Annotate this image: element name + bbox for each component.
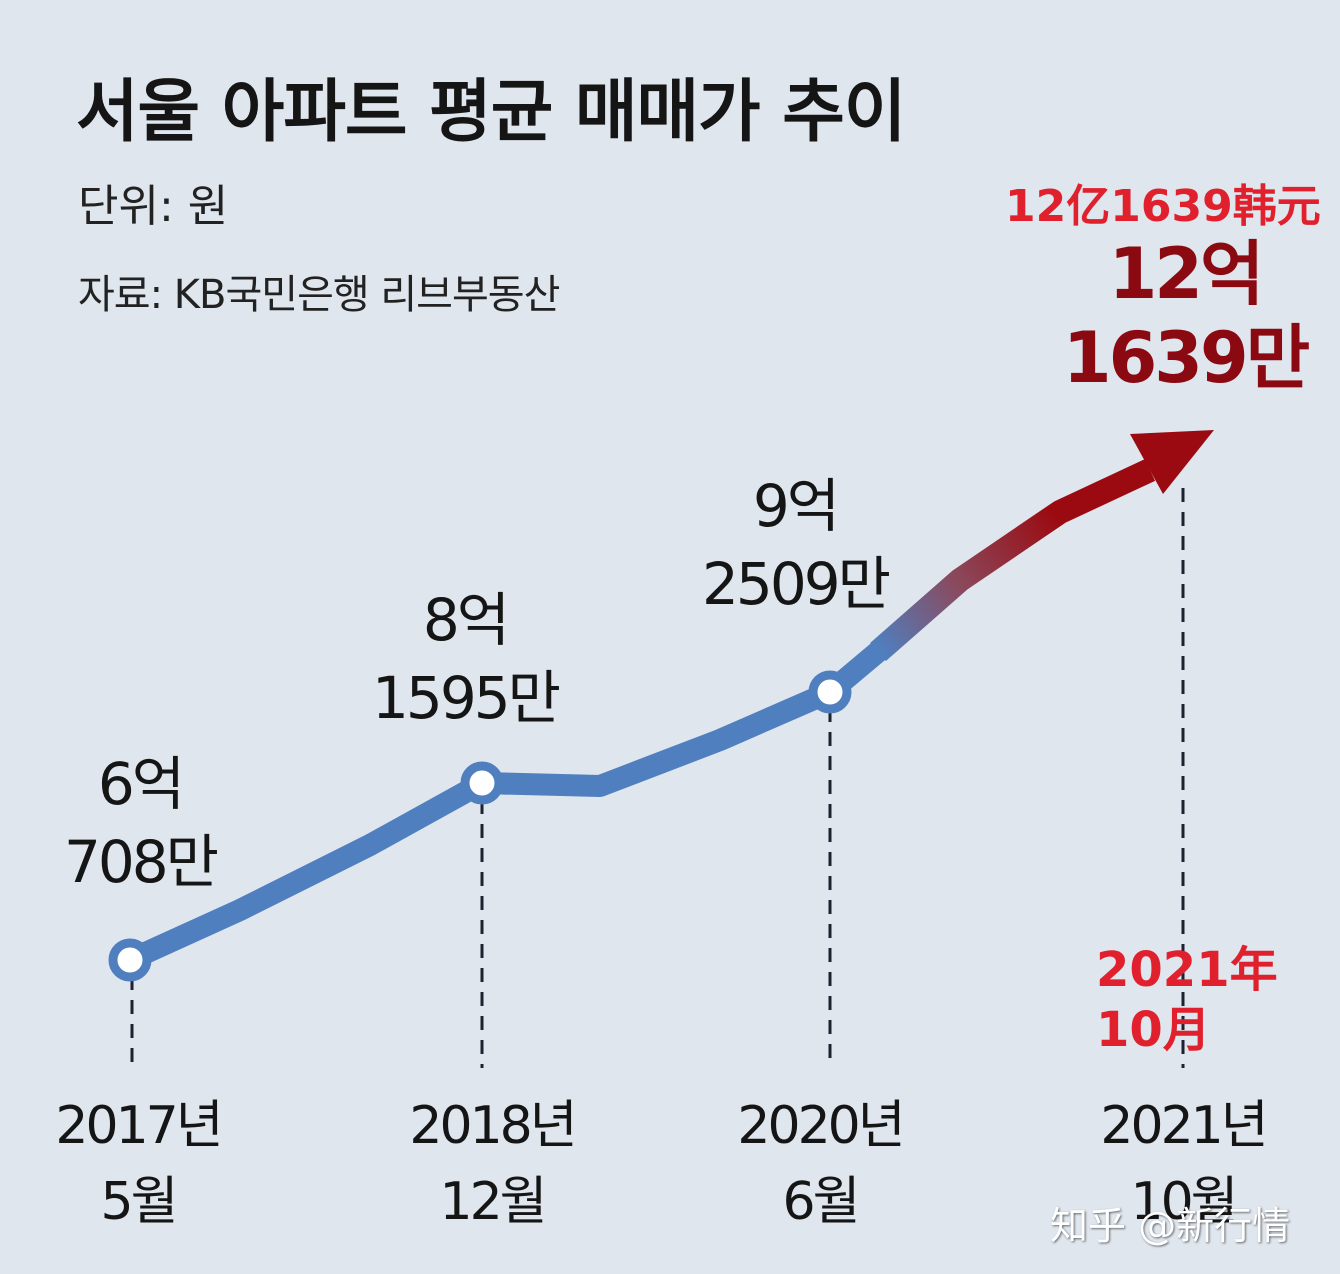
arrow-head-icon: [1130, 430, 1214, 494]
guide-lines: [130, 488, 1185, 1068]
marker-2017: [108, 938, 152, 982]
x-label-month: 10월: [1130, 1172, 1238, 1232]
data-label-top: 9억: [752, 472, 840, 540]
data-label-bottom: 2509만: [702, 550, 891, 618]
data-label-top: 12억: [1108, 233, 1265, 315]
unit-label: 단위: 원: [78, 181, 229, 232]
x-label-month: 5월: [100, 1172, 179, 1232]
data-label-2018: 8억 1595만: [350, 588, 580, 730]
x-label-month: 6월: [782, 1172, 861, 1232]
data-label-top: 8억: [422, 586, 510, 654]
x-label-month: 12월: [439, 1172, 547, 1232]
marker-2020: [808, 670, 852, 714]
data-label-bottom: 1639만: [1062, 317, 1310, 399]
source-label: 자료: KB국민은행 리브부동산: [78, 272, 560, 318]
data-label-2020: 9억 2509만: [680, 474, 910, 616]
x-label-2021: 2021년 10월: [1063, 1088, 1303, 1240]
marker-2018: [460, 761, 504, 805]
annotation-month: 10月: [1096, 1002, 1211, 1058]
annotation-final-date: 2021年 10月: [1096, 940, 1278, 1060]
data-label-bottom: 708만: [63, 828, 219, 896]
data-label-2021: 12억 1639만: [1050, 232, 1320, 400]
chart-title: 서울 아파트 평균 매매가 추이: [76, 73, 906, 152]
x-label-year: 2020년: [737, 1096, 905, 1156]
x-label-year: 2021년: [1100, 1096, 1268, 1156]
annotation-final-chinese: 12亿1639韩元: [1005, 181, 1321, 232]
x-label-year: 2018년: [409, 1096, 577, 1156]
data-markers: [108, 670, 852, 982]
x-label-2017: 2017년 5월: [18, 1088, 258, 1240]
data-label-top: 6억: [97, 750, 185, 818]
x-label-2020: 2020년 6월: [700, 1088, 940, 1240]
data-label-bottom: 1595만: [372, 664, 561, 732]
data-label-2017: 6억 708만: [40, 752, 240, 894]
annotation-year: 2021年: [1096, 942, 1278, 998]
watermark: 知乎 @新行情: [1050, 1204, 1291, 1248]
x-label-year: 2017년: [55, 1096, 223, 1156]
trend-line-gradient: [870, 459, 1156, 662]
x-label-2018: 2018년 12월: [372, 1088, 612, 1240]
